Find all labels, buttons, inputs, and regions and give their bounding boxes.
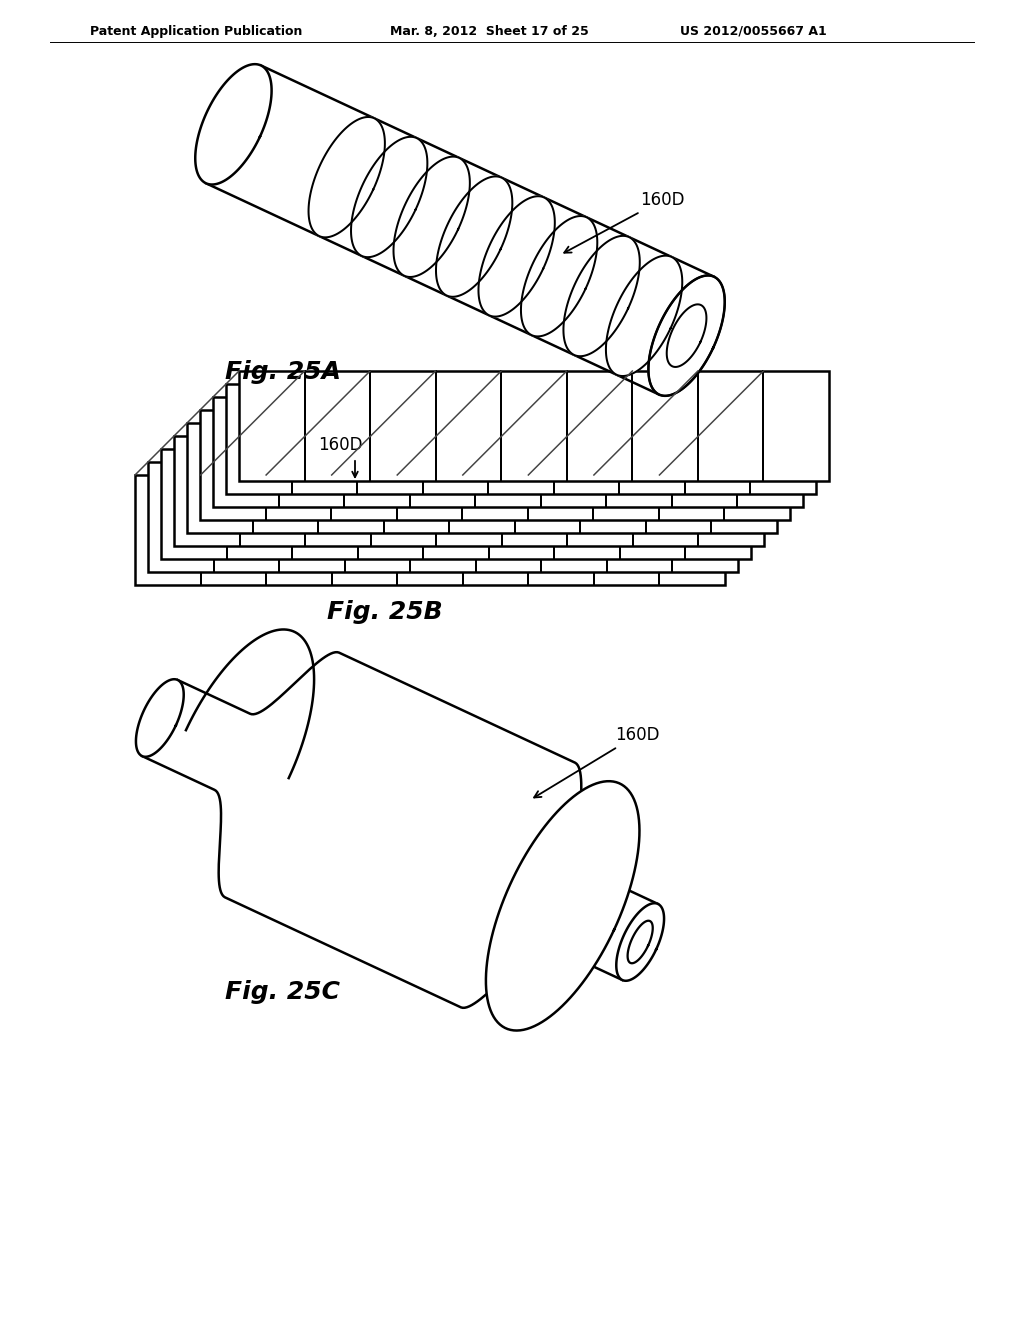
Text: 160D: 160D xyxy=(318,436,362,454)
FancyBboxPatch shape xyxy=(239,371,829,480)
Polygon shape xyxy=(393,157,470,277)
Polygon shape xyxy=(436,177,512,297)
Polygon shape xyxy=(308,117,385,238)
Polygon shape xyxy=(196,65,271,185)
FancyBboxPatch shape xyxy=(213,397,803,507)
Polygon shape xyxy=(648,276,725,396)
Text: US 2012/0055667 A1: US 2012/0055667 A1 xyxy=(680,25,826,38)
FancyBboxPatch shape xyxy=(174,436,764,546)
Polygon shape xyxy=(486,781,639,1031)
Polygon shape xyxy=(648,276,725,396)
Polygon shape xyxy=(478,197,555,317)
Polygon shape xyxy=(563,236,640,356)
Polygon shape xyxy=(606,256,682,376)
Text: Mar. 8, 2012  Sheet 17 of 25: Mar. 8, 2012 Sheet 17 of 25 xyxy=(390,25,589,38)
FancyBboxPatch shape xyxy=(161,449,751,558)
Polygon shape xyxy=(206,66,714,395)
FancyBboxPatch shape xyxy=(226,384,816,494)
FancyBboxPatch shape xyxy=(148,462,738,572)
Text: Fig. 25C: Fig. 25C xyxy=(225,979,340,1005)
Text: 160D: 160D xyxy=(564,191,684,252)
Polygon shape xyxy=(616,903,664,981)
Polygon shape xyxy=(142,652,658,1007)
Text: 160D: 160D xyxy=(535,726,659,797)
FancyBboxPatch shape xyxy=(187,422,777,533)
FancyBboxPatch shape xyxy=(135,475,725,585)
FancyBboxPatch shape xyxy=(200,411,790,520)
Polygon shape xyxy=(351,137,427,257)
Text: Fig. 25B: Fig. 25B xyxy=(328,601,442,624)
Text: Patent Application Publication: Patent Application Publication xyxy=(90,25,302,38)
Polygon shape xyxy=(136,680,183,756)
Polygon shape xyxy=(521,216,597,337)
Text: Fig. 25A: Fig. 25A xyxy=(225,360,341,384)
